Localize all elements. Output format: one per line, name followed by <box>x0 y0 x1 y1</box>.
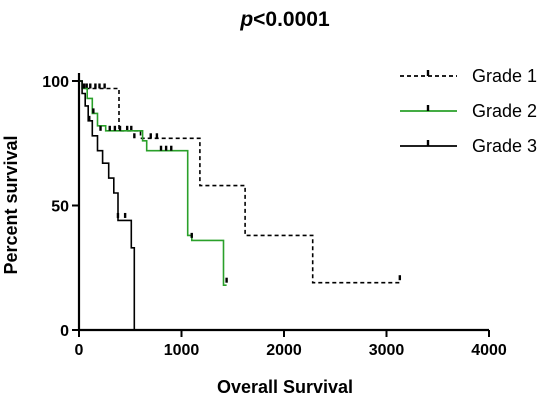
y-axis-label: Percent survival <box>1 135 21 274</box>
series-layer <box>79 80 402 330</box>
series-grade-2 <box>79 80 228 286</box>
series-grade-3 <box>79 80 136 330</box>
y-tick-label: 100 <box>42 74 69 91</box>
series-line-grade-1 <box>79 80 400 284</box>
legend-item-grade-3: Grade 3 <box>400 136 537 156</box>
x-axis-label: Overall Survival <box>217 377 353 397</box>
legend-label: Grade 1 <box>472 66 537 86</box>
title-rest: <0.0001 <box>253 8 330 31</box>
legend-item-grade-2: Grade 2 <box>400 101 537 121</box>
y-tick-label: 50 <box>51 199 69 216</box>
y-tick-label: 0 <box>60 323 69 340</box>
x-tick-label: 4000 <box>471 342 507 359</box>
legend-label: Grade 3 <box>472 136 537 156</box>
x-tick-label: 3000 <box>369 342 405 359</box>
series-line-grade-2 <box>79 80 227 286</box>
series-grade-1 <box>79 80 402 284</box>
legend-label: Grade 2 <box>472 101 537 121</box>
title-p: p <box>239 8 253 31</box>
chart-title: p<0.0001 <box>239 8 330 31</box>
legend: Grade 1 Grade 2 Grade 3 <box>400 66 537 156</box>
x-tick-label: 2000 <box>266 342 302 359</box>
series-line-grade-3 <box>79 80 136 330</box>
x-tick-label: 1000 <box>164 342 200 359</box>
legend-item-grade-1: Grade 1 <box>400 66 537 86</box>
x-tick-label: 0 <box>75 342 84 359</box>
axes: 0 1000 2000 3000 4000 0 50 100 <box>42 73 507 359</box>
